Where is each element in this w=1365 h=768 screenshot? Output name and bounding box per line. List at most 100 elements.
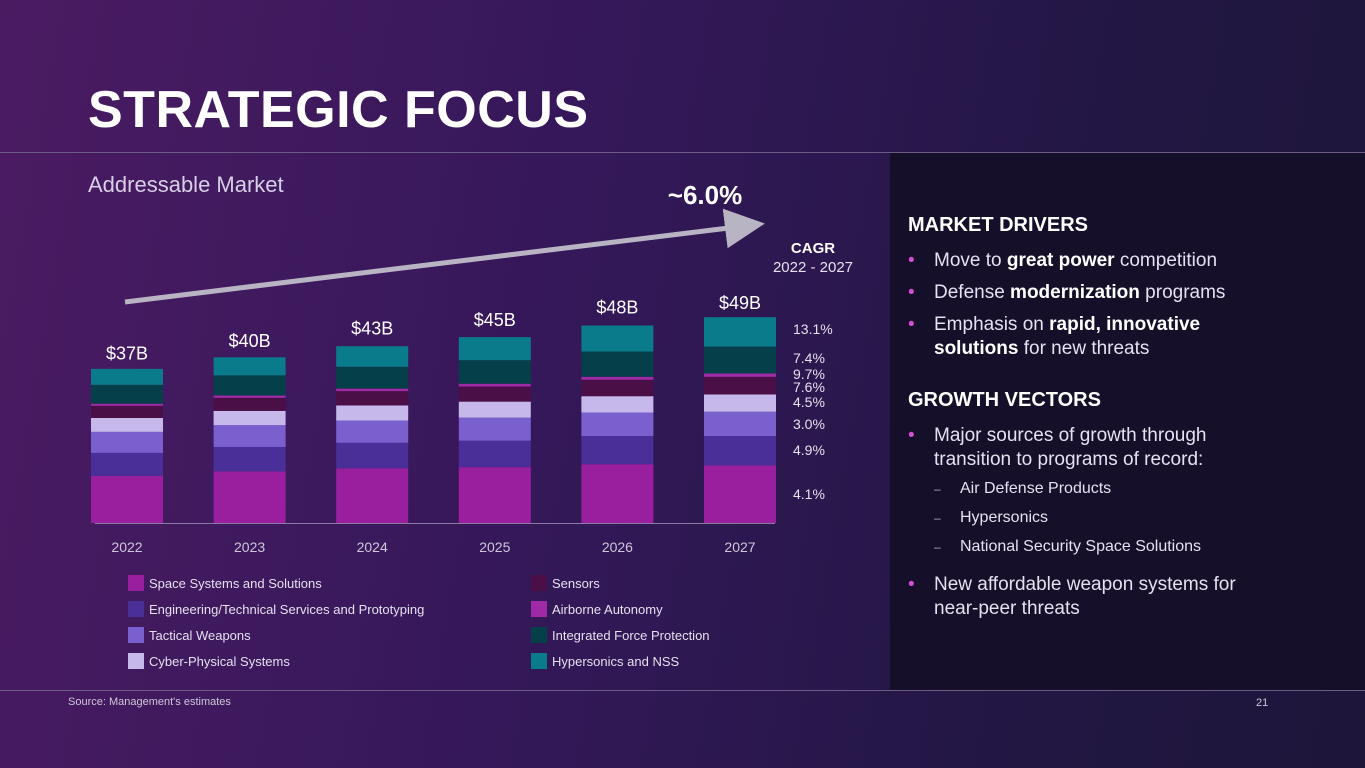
bar-segment [91,403,163,406]
heading: MARKET DRIVERS [908,214,1089,236]
bar-segment [458,467,531,523]
bar-segment [458,401,531,418]
sub-bullet: Hypersonics [934,509,1308,538]
growth-arrow [124,208,765,305]
x-tick-label: 2023 [234,539,265,555]
bar-segment [91,418,163,432]
legend-label: Integrated Force Protection [552,628,710,643]
bar-segment [91,405,163,418]
bullet: Emphasis on rapid, innovative solutions … [908,313,1254,361]
cagr-label: 4.9% [793,442,825,458]
text-run: great power [1006,250,1115,271]
bar-segment [458,383,531,387]
legend-label: Space Systems and Solutions [149,576,322,591]
divider [0,690,1365,691]
sub-bullet: National Security Space Solutions [934,538,1308,567]
annotation: ~6.0% [668,180,742,210]
bullet: Major sources of growth through transiti… [908,424,1254,472]
cagr-label: 7.4% [793,350,825,366]
text-run: programs [1139,282,1226,303]
bar-segment [458,360,531,384]
total-label: $49B [719,293,761,313]
bar-segment [581,379,654,397]
bar-segment [581,436,654,465]
bar-segment [581,396,654,413]
x-tick-label: 2027 [724,539,755,555]
chart: ~6.0% CAGR 2022 - 2027 $37B 2022 $40B 2023 $… [91,180,854,669]
x-tick-label: 2025 [479,539,510,555]
bar-segment [704,411,776,437]
text-run: for new threats [1018,338,1150,359]
cagr-label: 9.7% [793,366,825,382]
x-tick-label: 2022 [111,539,142,555]
vectors: GROWTH VECTORS Major sources of growth t… [908,389,1308,621]
text-run: Defense [934,282,1011,303]
total-label: $40B [229,331,271,351]
sub-bullet: Air Defense Products [934,480,1308,509]
divider [0,152,1365,153]
bar-segment [91,431,163,453]
subtitle: Addressable Market [88,172,284,197]
legend-swatch [128,575,144,591]
legend-label: Hypersonics and NSS [552,654,679,669]
total-label: $45B [474,310,516,330]
legend-label: Tactical Weapons [149,628,251,643]
bar-segment [213,397,286,411]
bar-segment [91,475,163,523]
cagr-period: 2022 - 2027 [773,259,853,276]
heading: GROWTH VECTORS [908,389,1101,411]
bar-segment [704,436,776,466]
bar-segment [581,412,654,437]
page-number: 21 [1256,697,1269,709]
cagr-label: 13.1% [793,321,833,337]
bullet: Defense modernization programs [908,281,1254,305]
bar-segment [336,391,409,406]
bar-segment [458,440,531,468]
total-label: $48B [596,297,638,317]
bar-segment [704,394,776,412]
bar-segment [704,376,776,395]
legend-swatch [531,601,547,617]
bar-segment [91,384,163,404]
legend-swatch [531,653,547,669]
bar-segment [213,410,286,426]
legend-swatch [128,601,144,617]
total-label: $37B [106,344,148,364]
bar-segment [336,420,409,443]
bar-segment [336,468,409,523]
bar-segment [458,417,531,441]
bar-segment [336,388,409,392]
cagr-label: 3.0% [793,416,825,432]
bar-segment [704,346,776,374]
source: Source: Management's estimates [68,696,231,708]
bar-segment [213,375,286,396]
bar-segment [336,405,409,421]
text-run: Move to [934,250,1007,271]
bar-segment [91,368,163,385]
bullet: Move to great power competition [908,249,1254,273]
bar-segment [213,446,286,472]
cagr-label: 7.6% [793,379,825,395]
bar-segment [458,337,531,361]
text-run: rapid, innovative solutions [934,314,1201,359]
slide-title: STRATEGIC FOCUS [88,81,589,139]
cagr-label: 4.1% [793,486,825,502]
bar-segment [458,386,531,402]
bar-segment [704,317,776,347]
legend-label: Engineering/Technical Services and Proto… [149,602,424,617]
bar-segment [581,464,654,523]
bar-segment [581,325,654,352]
text-run: Emphasis on [934,314,1050,335]
bar-segment [336,442,409,469]
bar-segment [213,471,286,523]
x-tick-label: 2026 [602,539,633,555]
legend-swatch [128,627,144,643]
legend-label: Cyber-Physical Systems [149,654,290,669]
bar-segment [213,357,286,376]
bar-segment [704,373,776,377]
legend-swatch [128,653,144,669]
text-run: competition [1114,250,1218,271]
cagr-title: CAGR [791,240,835,257]
legend-swatch [531,575,547,591]
